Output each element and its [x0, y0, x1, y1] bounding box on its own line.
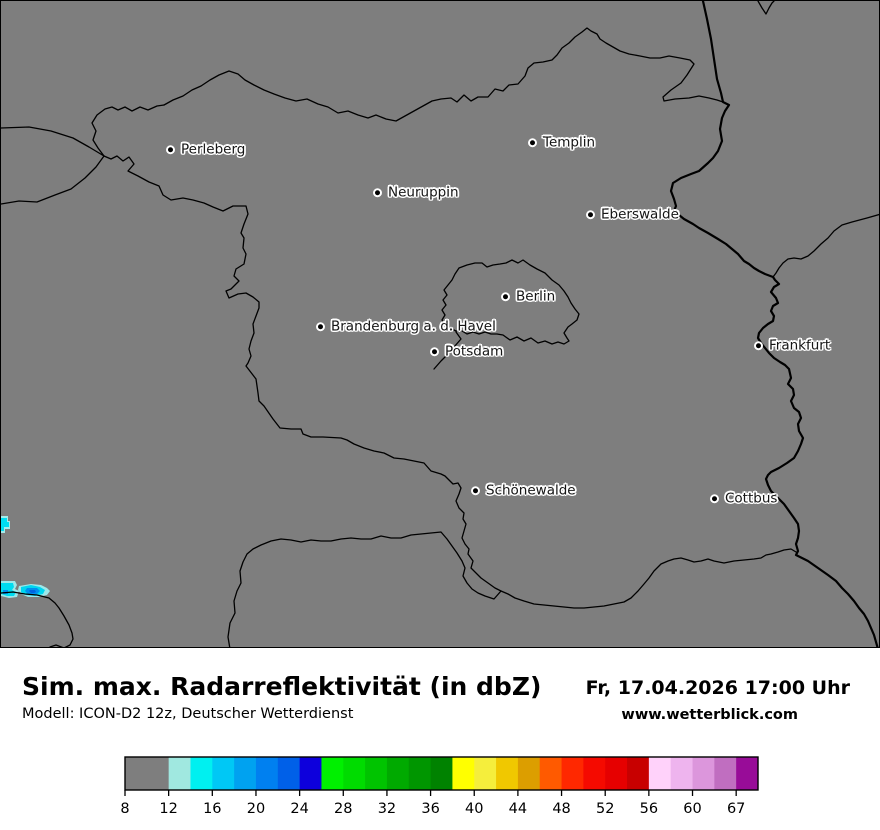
city-marker-cottbus: Cottbus: [710, 492, 777, 506]
city-marker-potsdam: Potsdam: [430, 345, 503, 359]
legend-segment-12: [408, 757, 432, 790]
city-dot-icon: [528, 138, 537, 148]
legend-frame: [124, 756, 759, 791]
city-dot-icon: [471, 486, 480, 496]
map-title: Sim. max. Radarreflektivität (in dbZ): [22, 672, 542, 701]
city-marker-frankfurt: Frankfurt: [754, 339, 830, 353]
map-boundaries-svg: [1, 1, 879, 647]
city-dot-icon: [316, 322, 325, 332]
precip-echo-3-blue-center: [29, 590, 36, 593]
city-dot-icon: [501, 292, 510, 302]
legend-tick-label: 16: [203, 801, 221, 817]
legend-tick-label: 12: [159, 801, 177, 817]
city-dot-icon: [166, 145, 175, 155]
city-label: Cottbus: [725, 490, 778, 507]
legend-tick-label: 60: [683, 801, 701, 817]
legend-segment-19: [561, 757, 584, 790]
legend-segment-8: [321, 757, 344, 790]
city-dot-icon: [430, 347, 439, 357]
legend-segment-10: [365, 757, 388, 790]
legend-tick-label: 36: [421, 801, 439, 817]
city-label: Frankfurt: [769, 337, 831, 354]
model-info: Modell: ICON-D2 12z, Deutscher Wetterdie…: [22, 706, 354, 722]
border-saxony-anhalt-south: [103, 155, 797, 609]
legend-segment-1: [168, 757, 191, 790]
border-wittenberg-bulge: [227, 531, 502, 647]
city-markers-layer: Perleberg Templin Neuruppin Eberswalde Berli…: [1, 1, 879, 647]
border-west-lower: [1, 155, 105, 205]
legend-segment-16: [496, 757, 519, 790]
city-label: Neuruppin: [388, 184, 459, 201]
city-label: Berlin: [516, 288, 556, 305]
city-dot-icon: [754, 341, 763, 351]
forecast-datetime: Fr, 17.04.2026 17:00 Uhr: [585, 677, 850, 699]
legend-tick-label: 32: [378, 801, 396, 817]
city-marker-perleberg: Perleberg: [166, 143, 245, 157]
legend-segment-4: [234, 757, 257, 790]
border-berlin: [441, 259, 580, 345]
legend-tick-label: 44: [509, 801, 527, 817]
legend-segment-3: [212, 757, 235, 790]
border-mecklenburg: [163, 27, 724, 122]
city-marker-berlin: Berlin: [501, 290, 555, 304]
legend-tick-label: 24: [290, 801, 308, 817]
legend-segment-6: [277, 757, 301, 790]
legend-segment-20: [583, 757, 606, 790]
legend-tick-label: 48: [552, 801, 570, 817]
legend-segment-9: [343, 757, 366, 790]
city-label: Potsdam: [445, 343, 504, 360]
legend-segment-24: [670, 757, 694, 790]
legend-segment-13: [430, 757, 453, 790]
city-marker-templin: Templin: [528, 136, 595, 150]
website-url: www.wetterblick.com: [621, 707, 798, 723]
city-label: Eberswalde: [601, 206, 679, 223]
legend-segment-0: [125, 757, 170, 790]
legend-segment-26: [714, 757, 737, 790]
border-west-upper: [1, 126, 105, 157]
border-berlin-tail: [433, 331, 462, 370]
precip-echo-1-core: [1, 518, 9, 531]
legend-tick-label: 20: [247, 801, 265, 817]
legend-segment-27: [736, 757, 759, 790]
city-label: Brandenburg a. d. Havel: [331, 318, 496, 335]
city-label: Templin: [543, 134, 596, 151]
city-dot-icon: [586, 210, 595, 220]
border-east-diagonal: [772, 213, 879, 278]
city-dot-icon: [373, 188, 382, 198]
border-top-notch: [757, 1, 775, 15]
city-marker-brandenburg-a-d-havel: Brandenburg a. d. Havel: [316, 320, 496, 334]
caption-area: Sim. max. Radarreflektivität (in dbZ) Fr…: [0, 648, 880, 748]
legend-tick-label: 40: [465, 801, 483, 817]
legend-segment-11: [386, 757, 410, 790]
legend-segment-21: [605, 757, 628, 790]
city-label: Schönewalde: [486, 482, 576, 499]
legend-segment-7: [299, 757, 322, 790]
border-elbe-hook: [1, 591, 74, 647]
radar-map: Perleberg Templin Neuruppin Eberswalde Berli…: [0, 0, 880, 648]
border-junction-north: [91, 104, 165, 157]
legend-tick-label: 56: [640, 801, 658, 817]
city-marker-eberswalde: Eberswalde: [586, 208, 679, 222]
legend-segment-17: [517, 757, 541, 790]
legend-segment-15: [474, 757, 497, 790]
legend-segment-22: [627, 757, 650, 790]
legend-tick-label: 67: [727, 801, 745, 817]
legend-segment-18: [539, 757, 563, 790]
legend-segment-23: [648, 757, 672, 790]
city-marker-sch-newalde: Schönewalde: [471, 484, 576, 498]
legend-tick-label: 8: [120, 801, 129, 817]
legend-tick-label: 52: [596, 801, 614, 817]
legend-segment-2: [190, 757, 213, 790]
colorbar-legend: 8 12 16 20 24 28 32 36 40 44 48 52 56 60 67: [120, 756, 759, 817]
border-oder-poland: [669, 1, 879, 647]
city-dot-icon: [710, 494, 719, 504]
legend-segment-14: [452, 757, 475, 790]
legend-tick-label: 28: [334, 801, 352, 817]
city-marker-neuruppin: Neuruppin: [373, 186, 459, 200]
city-label: Perleberg: [181, 141, 246, 158]
legend-segment-25: [692, 757, 715, 790]
legend-segment-5: [255, 757, 279, 790]
